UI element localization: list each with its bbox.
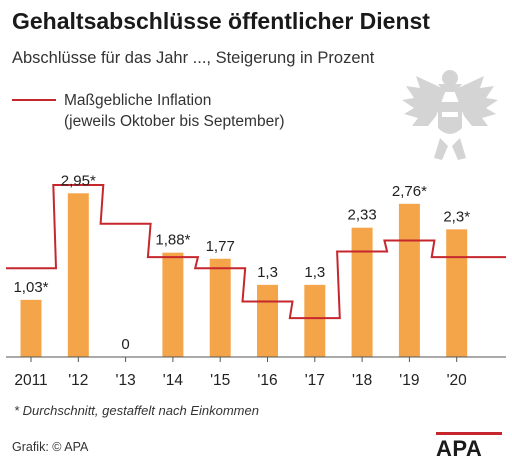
data-label-2011: 1,03* bbox=[13, 279, 48, 296]
austrian-eagle-icon bbox=[402, 70, 498, 160]
bar-2011 bbox=[20, 299, 42, 357]
data-label-19: 2,76* bbox=[392, 183, 427, 200]
x-tick-label-12: '12 bbox=[68, 372, 88, 389]
x-tick-label-16: '16 bbox=[257, 372, 277, 389]
bar-16 bbox=[257, 284, 278, 357]
x-tick-label-14: '14 bbox=[163, 372, 184, 389]
legend-label-line2: (jeweils Oktober bis September) bbox=[64, 113, 285, 130]
data-label-17: 1,3 bbox=[304, 264, 325, 281]
data-label-13: 0 bbox=[121, 336, 129, 353]
apa-logo: APA bbox=[436, 436, 483, 461]
legend-line-swatch bbox=[12, 99, 56, 101]
bar-20 bbox=[446, 229, 468, 357]
data-label-16: 1,3 bbox=[257, 264, 278, 281]
bar-18 bbox=[351, 227, 373, 357]
x-tick-label-13: '13 bbox=[115, 372, 135, 389]
bar-17 bbox=[304, 284, 326, 357]
x-tick-label-18: '18 bbox=[352, 372, 372, 389]
footnote: * Durchschnitt, gestaffelt nach Einkomme… bbox=[14, 403, 259, 418]
data-label-12: 2,95* bbox=[61, 172, 96, 189]
source-credit: Grafik: © APA bbox=[12, 440, 89, 454]
legend-label: Maßgebliche Inflation (jeweils Oktober b… bbox=[64, 90, 285, 132]
x-tick-label-19: '19 bbox=[399, 372, 419, 389]
bar-19 bbox=[398, 203, 420, 357]
data-label-15: 1,77 bbox=[206, 238, 235, 255]
chart-subtitle: Abschlüsse für das Jahr ..., Steigerung … bbox=[12, 49, 375, 67]
x-tick-label-15: '15 bbox=[210, 372, 230, 389]
legend-label-line1: Maßgebliche Inflation bbox=[64, 92, 212, 109]
bar-12 bbox=[67, 193, 89, 357]
apa-logo-accent bbox=[436, 432, 502, 435]
x-tick-label-17: '17 bbox=[305, 372, 325, 389]
data-label-20: 2,3* bbox=[443, 208, 470, 225]
bar-14 bbox=[162, 252, 184, 357]
bar-15 bbox=[209, 258, 231, 357]
data-label-18: 2,33 bbox=[347, 207, 376, 224]
x-tick-label-20: '20 bbox=[447, 372, 468, 389]
chart-title: Gehaltsabschlüsse öffentlicher Dienst bbox=[12, 8, 430, 34]
inflation-step-line bbox=[6, 183, 506, 320]
x-tick-label-2011: 2011 bbox=[14, 372, 47, 389]
data-label-14: 1,88* bbox=[155, 232, 190, 249]
